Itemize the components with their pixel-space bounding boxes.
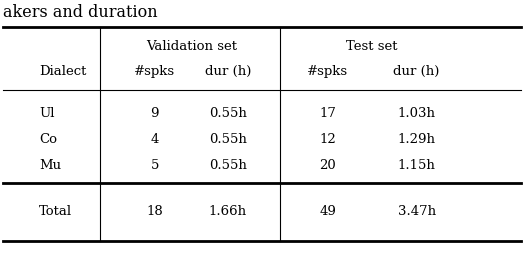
Text: 4: 4	[150, 133, 159, 146]
Text: Mu: Mu	[39, 159, 61, 172]
Text: 1.03h: 1.03h	[398, 108, 435, 120]
Text: dur (h): dur (h)	[394, 65, 440, 78]
Text: 17: 17	[319, 108, 336, 120]
Text: #spks: #spks	[134, 65, 175, 78]
Text: 12: 12	[319, 133, 336, 146]
Text: 0.55h: 0.55h	[209, 159, 247, 172]
Text: Ul: Ul	[39, 108, 55, 120]
Text: 1.29h: 1.29h	[398, 133, 435, 146]
Text: akers and duration: akers and duration	[3, 4, 157, 21]
Text: Dialect: Dialect	[39, 65, 86, 78]
Text: 5: 5	[150, 159, 159, 172]
Text: 1.15h: 1.15h	[398, 159, 435, 172]
Text: Co: Co	[39, 133, 57, 146]
Text: 9: 9	[150, 108, 159, 120]
Text: 0.55h: 0.55h	[209, 108, 247, 120]
Text: Validation set: Validation set	[146, 40, 237, 52]
Text: 20: 20	[319, 159, 336, 172]
Text: 0.55h: 0.55h	[209, 133, 247, 146]
Text: Test set: Test set	[346, 40, 398, 52]
Text: dur (h): dur (h)	[205, 65, 251, 78]
Text: Total: Total	[39, 205, 72, 218]
Text: 49: 49	[319, 205, 336, 218]
Text: 3.47h: 3.47h	[398, 205, 435, 218]
Text: #spks: #spks	[307, 65, 348, 78]
Text: 1.66h: 1.66h	[209, 205, 247, 218]
Text: 18: 18	[146, 205, 163, 218]
